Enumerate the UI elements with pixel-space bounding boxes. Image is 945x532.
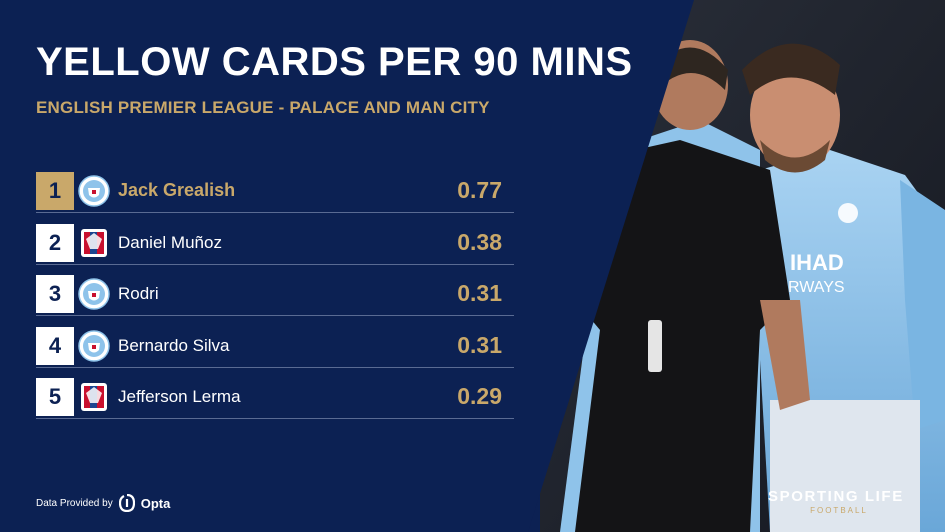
cards-per-90-value: 0.77 [457,177,502,203]
man-city-crest-icon [78,329,110,362]
player-name: Daniel Muñoz [118,232,222,252]
ranking-row: 1 Jack Grealish 0.77 [36,172,514,213]
rank-number: 2 [36,223,74,262]
player-name: Rodri [118,284,159,303]
svg-text:RWAYS: RWAYS [788,279,845,296]
sporting-life-logo: SPORTING LIFE [768,488,904,505]
opta-logo-icon [118,494,135,512]
ranking-table: 1 Jack Grealish 0.77 2 Daniel Muñoz 0.38 [36,172,514,430]
player-name: Jefferson Lerma [118,387,241,406]
cards-per-90-value: 0.31 [457,331,502,358]
player-name: Jack Grealish [118,180,236,200]
ranking-row: 3 Rodri 0.31 [36,275,514,316]
man-city-crest-icon [78,278,110,310]
svg-text:IHAD: IHAD [790,250,844,275]
ranking-row: 5 Jefferson Lerma 0.29 [36,378,514,419]
man-city-crest-icon [78,175,110,207]
chart-subtitle: ENGLISH PREMIER LEAGUE - PALACE AND MAN … [36,98,490,117]
rank-number: 5 [36,378,74,416]
ranking-row: 2 Daniel Muñoz 0.38 [36,223,514,265]
player-name: Bernardo Silva [118,335,230,355]
ranking-row: 4 Bernardo Silva 0.31 [36,326,514,368]
rank-number: 3 [36,275,74,313]
cards-per-90-value: 0.38 [457,228,502,255]
cards-per-90-value: 0.31 [457,280,502,306]
provider-name: Opta [140,495,171,511]
crystal-palace-crest-icon [81,383,107,411]
data-source-credit: Data Provided by Opta [36,494,170,512]
crystal-palace-crest-icon [81,228,107,257]
rank-number: 1 [36,172,74,210]
chart-title: YELLOW CARDS PER 90 MINS [36,40,633,84]
data-provided-label: Data Provided by [36,497,113,509]
rank-number: 4 [36,326,74,365]
cards-per-90-value: 0.29 [457,383,502,409]
sporting-life-subbrand: FOOTBALL [810,506,868,515]
